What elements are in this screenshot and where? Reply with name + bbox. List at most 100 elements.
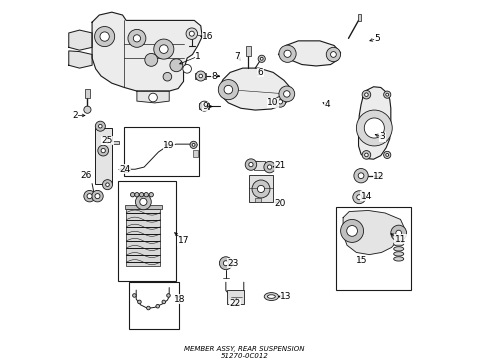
Circle shape: [100, 32, 109, 41]
Ellipse shape: [393, 242, 403, 246]
Circle shape: [195, 71, 205, 81]
Circle shape: [190, 141, 197, 148]
Bar: [94, 128, 112, 184]
Text: 13: 13: [280, 292, 291, 301]
Text: 17: 17: [178, 237, 189, 246]
Circle shape: [189, 31, 194, 36]
Circle shape: [153, 39, 174, 59]
Bar: [192, 149, 197, 157]
Ellipse shape: [264, 293, 278, 301]
Circle shape: [267, 165, 271, 169]
Circle shape: [146, 306, 150, 310]
Ellipse shape: [393, 247, 403, 251]
Circle shape: [223, 261, 228, 266]
Circle shape: [148, 93, 157, 102]
Text: 20: 20: [274, 199, 285, 208]
Text: 4: 4: [324, 100, 329, 109]
Circle shape: [258, 55, 265, 62]
Circle shape: [395, 230, 401, 236]
Circle shape: [140, 198, 147, 206]
Circle shape: [101, 148, 105, 153]
Circle shape: [149, 193, 153, 197]
Circle shape: [278, 86, 294, 102]
Circle shape: [95, 194, 100, 199]
Circle shape: [325, 47, 340, 62]
Circle shape: [102, 180, 112, 190]
Circle shape: [95, 121, 105, 131]
Circle shape: [218, 80, 238, 100]
Circle shape: [83, 190, 95, 202]
Circle shape: [257, 185, 264, 193]
Circle shape: [144, 193, 148, 197]
Circle shape: [390, 225, 406, 241]
Text: 12: 12: [372, 172, 384, 181]
Circle shape: [162, 300, 165, 304]
Circle shape: [283, 91, 289, 97]
Text: 1: 1: [195, 52, 201, 61]
Circle shape: [260, 57, 263, 60]
Circle shape: [251, 180, 269, 198]
Circle shape: [130, 193, 135, 197]
Text: 5: 5: [373, 34, 379, 43]
Circle shape: [92, 190, 103, 202]
Circle shape: [135, 193, 139, 197]
Text: MEMBER ASSY, REAR SUSPENSION: MEMBER ASSY, REAR SUSPENSION: [184, 346, 304, 352]
Circle shape: [183, 64, 191, 73]
Circle shape: [352, 191, 365, 204]
Circle shape: [137, 300, 141, 304]
Circle shape: [353, 168, 367, 183]
Circle shape: [357, 173, 363, 179]
Bar: [248, 175, 273, 202]
Polygon shape: [219, 68, 290, 110]
Circle shape: [224, 85, 232, 94]
Bar: [227, 290, 244, 304]
Text: 25: 25: [102, 136, 113, 145]
Circle shape: [87, 194, 92, 199]
Polygon shape: [343, 211, 403, 255]
Ellipse shape: [267, 295, 275, 298]
Circle shape: [264, 161, 275, 173]
Text: 23: 23: [227, 259, 238, 268]
Circle shape: [383, 151, 390, 158]
Text: 11: 11: [394, 235, 406, 244]
Text: 24: 24: [120, 165, 131, 174]
Circle shape: [278, 100, 282, 104]
Text: 18: 18: [174, 294, 185, 303]
Bar: [357, 14, 361, 21]
Circle shape: [99, 125, 102, 128]
Circle shape: [244, 159, 256, 170]
Text: 7: 7: [234, 52, 240, 61]
Bar: [124, 206, 162, 209]
Text: 15: 15: [356, 256, 367, 265]
Text: 2: 2: [72, 111, 78, 120]
Circle shape: [385, 153, 388, 156]
Circle shape: [192, 143, 195, 146]
Circle shape: [126, 168, 128, 170]
Circle shape: [199, 74, 202, 78]
Text: 51270-0C012: 51270-0C012: [220, 352, 268, 359]
Circle shape: [219, 257, 232, 270]
Bar: [378, 173, 382, 178]
Circle shape: [159, 45, 168, 53]
Circle shape: [364, 153, 367, 157]
Circle shape: [284, 50, 290, 57]
Circle shape: [362, 150, 370, 159]
Bar: [118, 181, 176, 281]
Text: 26: 26: [80, 171, 91, 180]
Bar: [195, 73, 205, 78]
Text: 22: 22: [229, 299, 240, 308]
Text: 10: 10: [267, 98, 278, 107]
Circle shape: [156, 305, 159, 308]
Text: 9: 9: [202, 102, 207, 111]
Text: 16: 16: [202, 32, 213, 41]
Circle shape: [385, 93, 388, 96]
Bar: [124, 127, 198, 176]
Text: 19: 19: [163, 141, 175, 150]
Ellipse shape: [393, 252, 403, 256]
Ellipse shape: [393, 257, 403, 261]
Polygon shape: [69, 30, 92, 50]
Circle shape: [128, 30, 145, 47]
Circle shape: [356, 195, 361, 200]
Circle shape: [346, 226, 357, 236]
Text: 6: 6: [257, 68, 263, 77]
